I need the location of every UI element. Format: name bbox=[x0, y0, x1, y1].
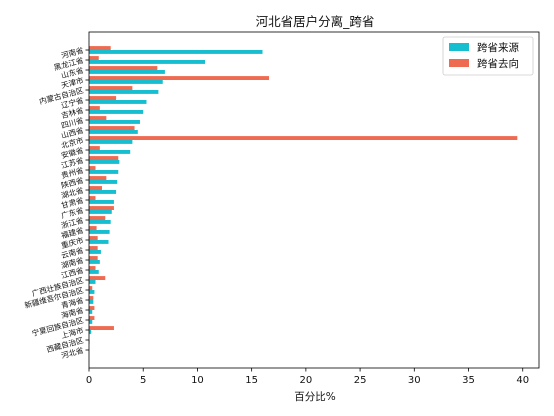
bar-source bbox=[89, 160, 120, 164]
bar-destination bbox=[89, 66, 158, 70]
bar-destination bbox=[89, 316, 95, 320]
bar-source bbox=[89, 140, 133, 144]
x-tick-label: 25 bbox=[354, 375, 367, 386]
bar-source bbox=[89, 300, 94, 304]
bar-destination bbox=[89, 236, 98, 240]
bar-source bbox=[89, 130, 138, 134]
bar-destination bbox=[89, 296, 94, 300]
bar-source bbox=[89, 240, 109, 244]
bar-destination bbox=[89, 256, 98, 260]
bar-destination bbox=[89, 326, 114, 330]
x-tick-label: 10 bbox=[191, 375, 204, 386]
chart-title: 河北省居户分离_跨省 bbox=[256, 14, 375, 29]
x-axis-ticks: 0 5 10 15 20 25 30 35 40 bbox=[86, 368, 529, 386]
legend-swatch-destination bbox=[449, 59, 469, 67]
x-tick-label: 0 bbox=[86, 375, 92, 386]
bar-source bbox=[89, 180, 118, 184]
bar-source bbox=[89, 250, 101, 254]
bar-source bbox=[89, 270, 99, 274]
bar-destination bbox=[89, 156, 119, 160]
bar-destination bbox=[89, 266, 96, 270]
x-tick-label: 5 bbox=[140, 375, 146, 386]
bar-destination bbox=[89, 46, 111, 50]
bar-source bbox=[89, 190, 117, 194]
bar-source bbox=[89, 80, 163, 84]
bar-destination bbox=[89, 276, 106, 280]
bar-source bbox=[89, 170, 119, 174]
bar-source bbox=[89, 330, 92, 334]
bar-destination bbox=[89, 196, 96, 200]
bar-source bbox=[89, 290, 95, 294]
bar-destination bbox=[89, 146, 100, 150]
bar-destination bbox=[89, 76, 269, 80]
bar-destination bbox=[89, 206, 114, 210]
bar-source bbox=[89, 100, 147, 104]
legend-label-source: 跨省来源 bbox=[477, 41, 519, 54]
bar-source bbox=[89, 50, 263, 54]
bar-source bbox=[89, 220, 111, 224]
bar-source bbox=[89, 60, 206, 64]
bar-destination bbox=[89, 176, 107, 180]
bar-destination bbox=[89, 56, 99, 60]
bar-source bbox=[89, 70, 165, 74]
x-tick-label: 40 bbox=[516, 375, 529, 386]
bar-source bbox=[89, 200, 114, 204]
bar-source bbox=[89, 210, 112, 214]
x-axis-label: 百分比% bbox=[294, 390, 335, 403]
bar-source bbox=[89, 260, 100, 264]
x-tick-label: 30 bbox=[408, 375, 421, 386]
y-axis-ticks: 河南省黑龙江省山东省天津市内蒙古自治区辽宁省吉林省四川省山西省北京市安徽省江苏省… bbox=[23, 45, 89, 360]
bar-destination bbox=[89, 286, 93, 290]
bar-source bbox=[89, 110, 144, 114]
bar-source bbox=[89, 150, 131, 154]
x-tick-label: 35 bbox=[462, 375, 475, 386]
legend-label-destination: 跨省去向 bbox=[477, 57, 519, 70]
bar-destination bbox=[89, 86, 133, 90]
bars-layer bbox=[89, 46, 518, 344]
x-tick-label: 15 bbox=[245, 375, 258, 386]
bar-source bbox=[89, 120, 140, 124]
bar-source bbox=[89, 90, 159, 94]
bar-source bbox=[89, 310, 93, 314]
bar-destination bbox=[89, 186, 103, 190]
bar-destination bbox=[89, 246, 98, 250]
bar-destination bbox=[89, 306, 95, 310]
bar-destination bbox=[89, 216, 106, 220]
bar-destination bbox=[89, 116, 107, 120]
bar-source bbox=[89, 320, 93, 324]
bar-destination bbox=[89, 136, 518, 140]
bar-source bbox=[89, 280, 96, 284]
bar-destination bbox=[89, 226, 97, 230]
x-tick-label: 20 bbox=[300, 375, 313, 386]
legend-swatch-source bbox=[449, 43, 469, 51]
legend: 跨省来源 跨省去向 bbox=[442, 36, 534, 76]
bar-destination bbox=[89, 106, 100, 110]
bar-destination bbox=[89, 96, 117, 100]
bar-source bbox=[89, 230, 110, 234]
bar-destination bbox=[89, 166, 96, 170]
bar-destination bbox=[89, 126, 135, 130]
